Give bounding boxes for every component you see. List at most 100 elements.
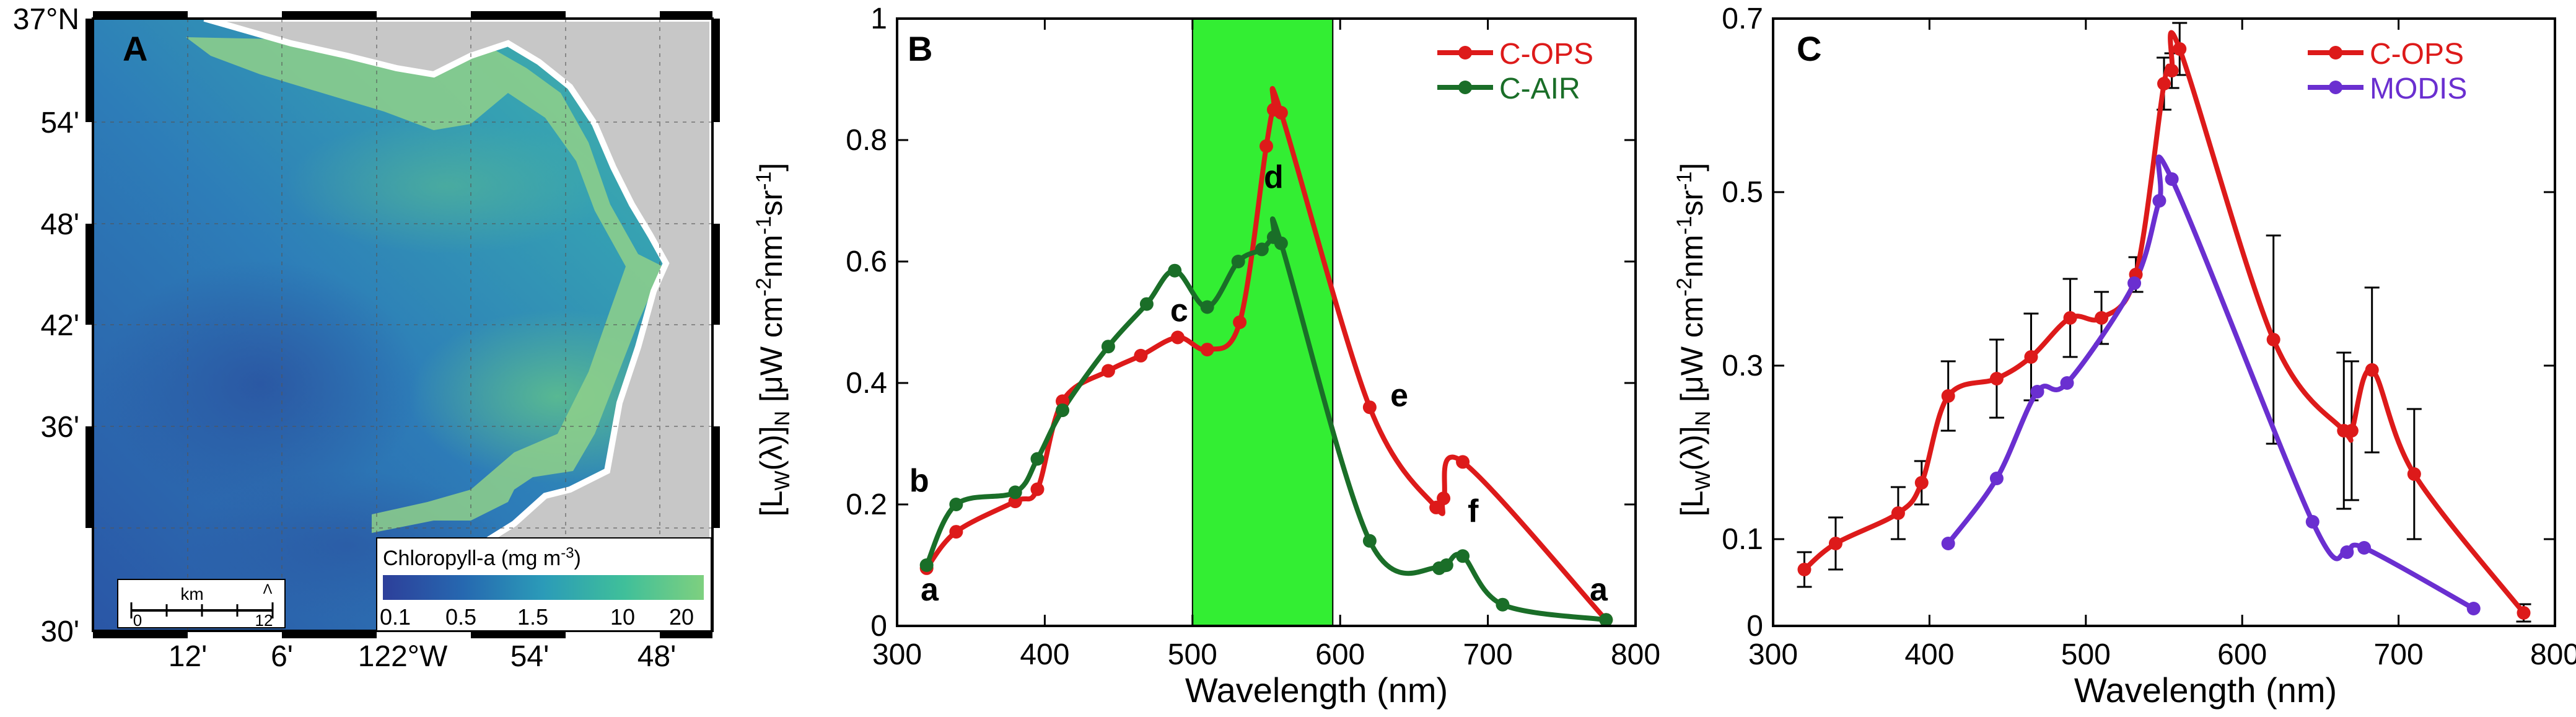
- scale-bar-end: 12: [255, 611, 273, 630]
- series-lines-layer: [1802, 30, 2526, 615]
- annotation-label: e: [1390, 378, 1408, 414]
- data-point-modis: [2357, 541, 2372, 555]
- data-point-modis: [2030, 385, 2044, 398]
- colorbar-ticks: 0.1 0.5 1.5 10 20: [380, 604, 694, 630]
- scale-bar: km 0 12 Λ: [117, 579, 286, 630]
- data-point-modis: [1941, 537, 1955, 550]
- data-point-modis: [1989, 472, 2004, 485]
- legend-marker: [2329, 81, 2342, 94]
- lat-label: 42': [40, 309, 79, 342]
- series-line-modis: [1946, 154, 2475, 611]
- x-tick-label: 700: [2374, 638, 2424, 671]
- x-tick-label: 800: [1611, 638, 1660, 671]
- y-tick-label: 0.6: [846, 245, 887, 278]
- data-point-c-ops: [2407, 467, 2421, 481]
- x-tick-label: 800: [2530, 638, 2576, 671]
- annotations-layer: a b c d e f a: [909, 159, 1608, 608]
- data-point-c-air: [1139, 297, 1154, 311]
- annotation-label: d: [1264, 159, 1284, 195]
- lat-label: 30': [40, 615, 79, 648]
- data-point-c-air: [919, 558, 934, 572]
- legend-marker: [1458, 46, 1472, 59]
- data-point-c-air: [1255, 242, 1269, 257]
- data-point-c-air: [1599, 613, 1613, 627]
- data-point-modis: [2305, 515, 2320, 529]
- annotation-label: b: [909, 463, 929, 499]
- data-point-c-ops: [1437, 491, 1451, 506]
- bay-bloom: [285, 118, 607, 254]
- data-point-c-ops: [1456, 455, 1470, 469]
- chart-panel-c: 300 400 500 600 700 800 0 0.1 0.3 0.5 0.7 C Wavele…: [1673, 2, 2576, 710]
- y-tick-label: 1: [870, 2, 887, 35]
- plot-frame: [896, 17, 1637, 627]
- data-point-c-ops: [1200, 343, 1214, 357]
- y-tick-label: 0.8: [846, 124, 887, 157]
- data-point-c-air: [1274, 236, 1288, 250]
- north-arrow-icon: Λ: [263, 581, 273, 597]
- longitude-labels: 12' 6' 122°W 54' 48': [169, 640, 677, 673]
- data-point-c-air: [949, 498, 963, 511]
- panel-label-a: A: [123, 29, 147, 68]
- x-tick-label: 600: [2217, 638, 2267, 671]
- x-axis-title: Wavelength (nm): [2074, 671, 2337, 710]
- annotation-label: c: [1170, 293, 1188, 328]
- y-axis-title: [LW(λ)]N [μW cm-2nm-1sr-1]: [1673, 163, 1715, 517]
- data-point-c-air: [1456, 549, 1470, 563]
- x-tick-label: 600: [1315, 638, 1365, 671]
- data-point-c-ops: [1429, 500, 1444, 514]
- x-tick-label: 400: [1020, 638, 1069, 671]
- y-tick-label: 0.7: [1722, 2, 1763, 35]
- highlight-band-layer: [1191, 19, 1334, 626]
- data-point-c-ops: [1170, 330, 1185, 345]
- map-gridlines: [93, 19, 712, 631]
- series-points-layer: [919, 103, 1613, 627]
- data-point-c-air: [1200, 300, 1214, 314]
- lat-label: 36': [40, 411, 79, 444]
- data-point-c-ops: [2024, 350, 2038, 364]
- data-point-modis: [2060, 376, 2074, 390]
- error-bars-layer: [1797, 22, 2531, 623]
- colorbar-gradient: [383, 575, 704, 600]
- data-point-c-ops: [1362, 400, 1377, 415]
- axes-layer: 300 400 500 600 700 800 0 0.2 0.4 0.6 0.8 1: [846, 2, 1660, 671]
- lon-label: 6': [271, 640, 293, 673]
- data-point-c-ops: [2517, 606, 2531, 620]
- data-point-c-air: [1056, 403, 1070, 418]
- data-point-c-ops: [1274, 105, 1288, 120]
- offshore-low: [99, 260, 421, 508]
- data-point-c-ops: [2344, 424, 2359, 438]
- latitude-labels: 37°N 54' 48' 42' 36' 30': [13, 3, 79, 648]
- data-point-c-ops: [1828, 537, 1842, 550]
- data-point-c-ops: [1030, 482, 1045, 496]
- lon-label: 48': [637, 640, 677, 673]
- lon-label: 122°W: [358, 640, 448, 673]
- x-tick-label: 400: [1904, 638, 1954, 671]
- data-point-modis: [2152, 194, 2166, 208]
- data-point-c-ops: [2365, 363, 2379, 377]
- y-tick-label: 0.3: [1722, 350, 1763, 382]
- annotation-label: f: [1468, 493, 1479, 529]
- y-tick-label: 0.2: [846, 488, 887, 521]
- colorbar-tick: 10: [610, 604, 635, 630]
- colorbar-tick: 20: [669, 604, 694, 630]
- series-points-layer: [1797, 42, 2531, 620]
- data-point-c-ops: [949, 525, 963, 539]
- data-point-modis: [2340, 545, 2354, 559]
- legend-label: C-AIR: [1499, 73, 1580, 105]
- panel-label-c: C: [1797, 29, 1821, 68]
- x-tick-label: 300: [872, 638, 922, 671]
- chlorophyll-map-panel: A 37°N 54' 48' 42' 36' 30' 12' 6' 122°W …: [13, 3, 720, 673]
- y-axis-title: [LW(λ)]N [μW cm-2nm-1sr-1]: [752, 163, 794, 517]
- legend-label: C-OPS: [2370, 38, 2464, 71]
- lat-label: 54': [40, 107, 79, 139]
- data-point-c-air: [1439, 558, 1453, 572]
- x-tick-label: 500: [2061, 638, 2111, 671]
- data-point-c-ops: [1134, 348, 1148, 363]
- data-point-modis: [2466, 602, 2481, 615]
- legend-marker: [1458, 81, 1472, 94]
- map-frame: [85, 11, 720, 638]
- panel-label-b: B: [908, 29, 932, 68]
- y-tick-label: 0.5: [1722, 176, 1763, 209]
- data-point-c-air: [1496, 597, 1510, 612]
